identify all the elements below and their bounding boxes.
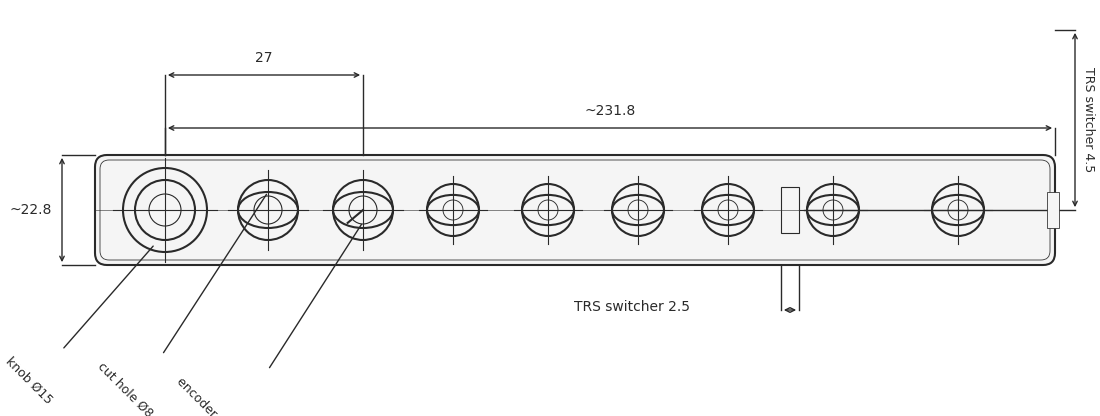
Text: TRS switcher 2.5: TRS switcher 2.5 xyxy=(574,300,690,314)
Text: ~22.8: ~22.8 xyxy=(10,203,52,217)
Text: cut hole Ø8: cut hole Ø8 xyxy=(95,360,155,416)
Text: ~231.8: ~231.8 xyxy=(584,104,636,118)
Text: knob Ø15: knob Ø15 xyxy=(3,355,55,407)
Bar xyxy=(1047,192,1059,228)
Text: TRS switcher 4.5: TRS switcher 4.5 xyxy=(1082,67,1094,173)
Text: 27: 27 xyxy=(255,51,273,65)
Bar xyxy=(781,187,799,233)
Text: encoder shaft Ø6: encoder shaft Ø6 xyxy=(175,375,260,416)
FancyBboxPatch shape xyxy=(95,155,1055,265)
